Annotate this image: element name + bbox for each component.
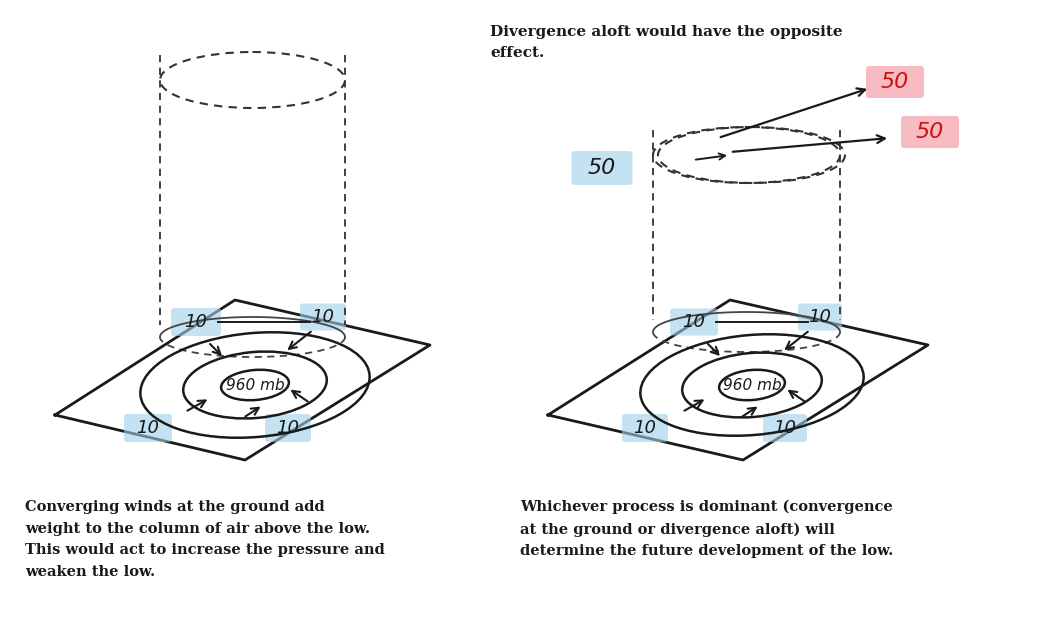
Text: 960 mb: 960 mb — [226, 378, 284, 392]
Text: Whichever process is dominant (convergence
at the ground or divergence aloft) wi: Whichever process is dominant (convergen… — [520, 500, 893, 559]
FancyBboxPatch shape — [622, 414, 668, 442]
Polygon shape — [548, 300, 928, 460]
Text: 10: 10 — [634, 419, 657, 437]
Text: 50: 50 — [916, 122, 944, 142]
FancyBboxPatch shape — [763, 414, 807, 442]
Text: 50: 50 — [588, 158, 616, 178]
Text: 10: 10 — [185, 313, 207, 331]
FancyBboxPatch shape — [866, 66, 924, 98]
FancyBboxPatch shape — [265, 414, 312, 442]
FancyBboxPatch shape — [124, 414, 172, 442]
FancyBboxPatch shape — [798, 303, 842, 330]
Text: 10: 10 — [682, 313, 705, 331]
Text: 10: 10 — [277, 419, 300, 437]
FancyBboxPatch shape — [901, 116, 959, 148]
FancyBboxPatch shape — [571, 151, 633, 185]
Text: 10: 10 — [809, 308, 831, 326]
Text: Divergence aloft would have the opposite
effect.: Divergence aloft would have the opposite… — [490, 25, 843, 60]
Text: 960 mb: 960 mb — [722, 378, 781, 392]
FancyBboxPatch shape — [300, 303, 346, 330]
Text: 10: 10 — [773, 419, 796, 437]
Text: 10: 10 — [312, 308, 335, 326]
Polygon shape — [55, 300, 430, 460]
Text: Converging winds at the ground add
weight to the column of air above the low.
Th: Converging winds at the ground add weigh… — [25, 500, 384, 579]
FancyBboxPatch shape — [670, 308, 718, 335]
FancyBboxPatch shape — [171, 308, 221, 336]
Text: 10: 10 — [136, 419, 159, 437]
Text: 50: 50 — [881, 72, 909, 92]
